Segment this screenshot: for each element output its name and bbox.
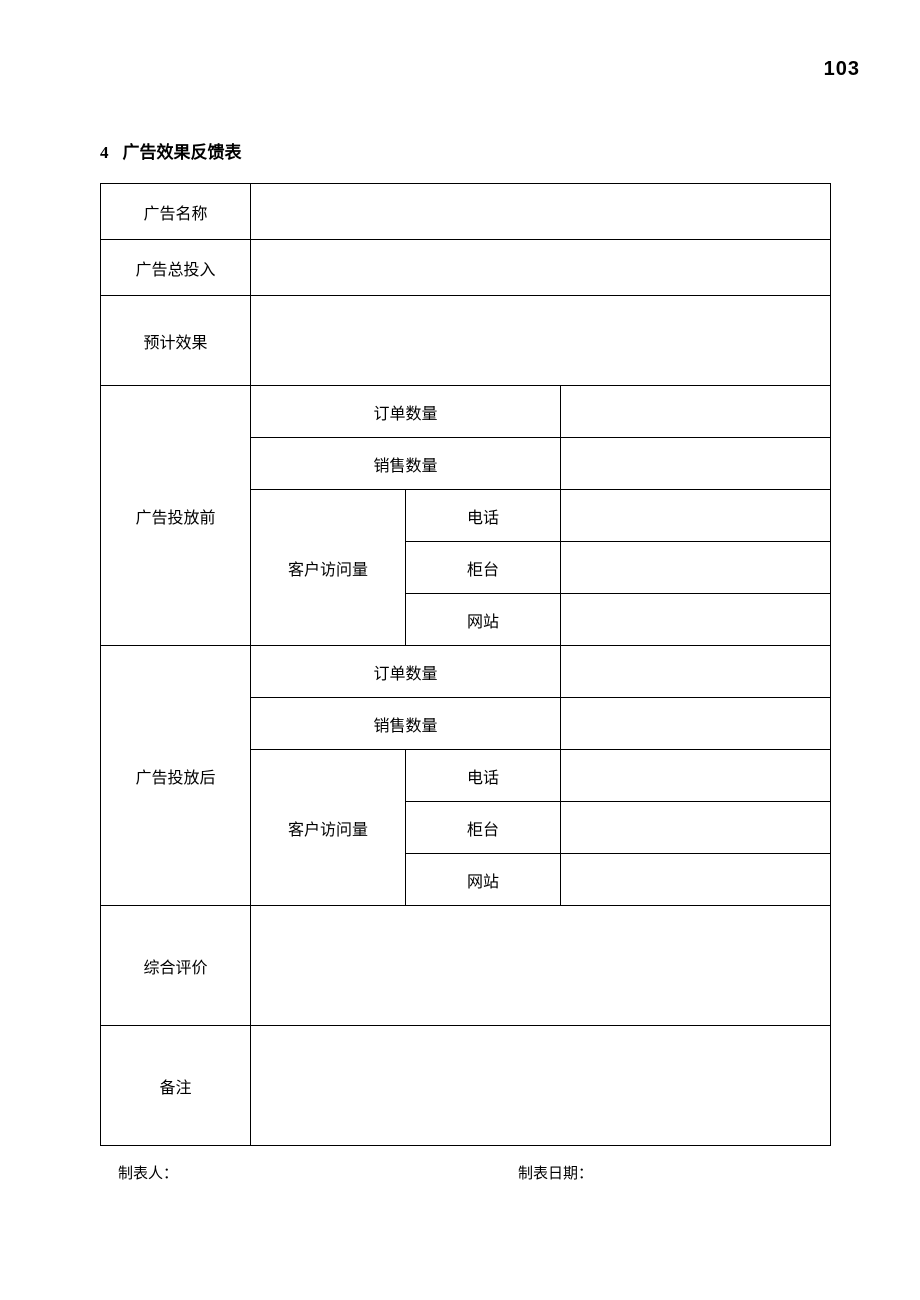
table-row: 综合评价 <box>101 906 831 1026</box>
value-expected-effect <box>251 296 831 386</box>
document-content: 4广告效果反馈表 广告名称 广告总投入 预计效果 广告投放前 订单数量 销 <box>100 138 830 1183</box>
table-row: 广告投放后 订单数量 <box>101 646 831 698</box>
label-phone-after: 电话 <box>406 750 561 802</box>
label-before-launch: 广告投放前 <box>101 386 251 646</box>
section-heading: 4 广告效果反馈表 <box>100 138 830 163</box>
label-overall-eval: 综合评价 <box>101 906 251 1026</box>
label-ad-name: 广告名称 <box>101 184 251 240</box>
table-row: 广告总投入 <box>101 240 831 296</box>
value-website-after <box>561 854 831 906</box>
preparer-label: 制表人： <box>118 1162 518 1183</box>
label-website-after: 网站 <box>406 854 561 906</box>
date-label: 制表日期： <box>518 1162 593 1183</box>
label-order-qty-before: 订单数量 <box>251 386 561 438</box>
label-remarks: 备注 <box>101 1026 251 1146</box>
table-footer: 制表人： 制表日期： <box>100 1162 830 1183</box>
value-remarks <box>251 1026 831 1146</box>
value-ad-total-investment <box>251 240 831 296</box>
value-sales-qty-before <box>561 438 831 490</box>
label-after-launch: 广告投放后 <box>101 646 251 906</box>
label-order-qty-after: 订单数量 <box>251 646 561 698</box>
value-ad-name <box>251 184 831 240</box>
table-row: 备注 <box>101 1026 831 1146</box>
value-overall-eval <box>251 906 831 1026</box>
label-sales-qty-after: 销售数量 <box>251 698 561 750</box>
label-counter-after: 柜台 <box>406 802 561 854</box>
label-website-before: 网站 <box>406 594 561 646</box>
label-ad-total-investment: 广告总投入 <box>101 240 251 296</box>
label-counter-before: 柜台 <box>406 542 561 594</box>
table-row: 广告投放前 订单数量 <box>101 386 831 438</box>
value-phone-before <box>561 490 831 542</box>
value-order-qty-before <box>561 386 831 438</box>
value-phone-after <box>561 750 831 802</box>
label-customer-visits-before: 客户访问量 <box>251 490 406 646</box>
heading-title: 广告效果反馈表 <box>123 143 242 162</box>
value-website-before <box>561 594 831 646</box>
label-expected-effect: 预计效果 <box>101 296 251 386</box>
value-sales-qty-after <box>561 698 831 750</box>
label-customer-visits-after: 客户访问量 <box>251 750 406 906</box>
feedback-form-table: 广告名称 广告总投入 预计效果 广告投放前 订单数量 销售数量 客户访问量 电话… <box>100 183 831 1146</box>
value-order-qty-after <box>561 646 831 698</box>
heading-number: 4 <box>100 143 109 163</box>
value-counter-after <box>561 802 831 854</box>
label-sales-qty-before: 销售数量 <box>251 438 561 490</box>
table-row: 广告名称 <box>101 184 831 240</box>
table-row: 预计效果 <box>101 296 831 386</box>
value-counter-before <box>561 542 831 594</box>
page-number: 103 <box>824 58 860 81</box>
label-phone-before: 电话 <box>406 490 561 542</box>
